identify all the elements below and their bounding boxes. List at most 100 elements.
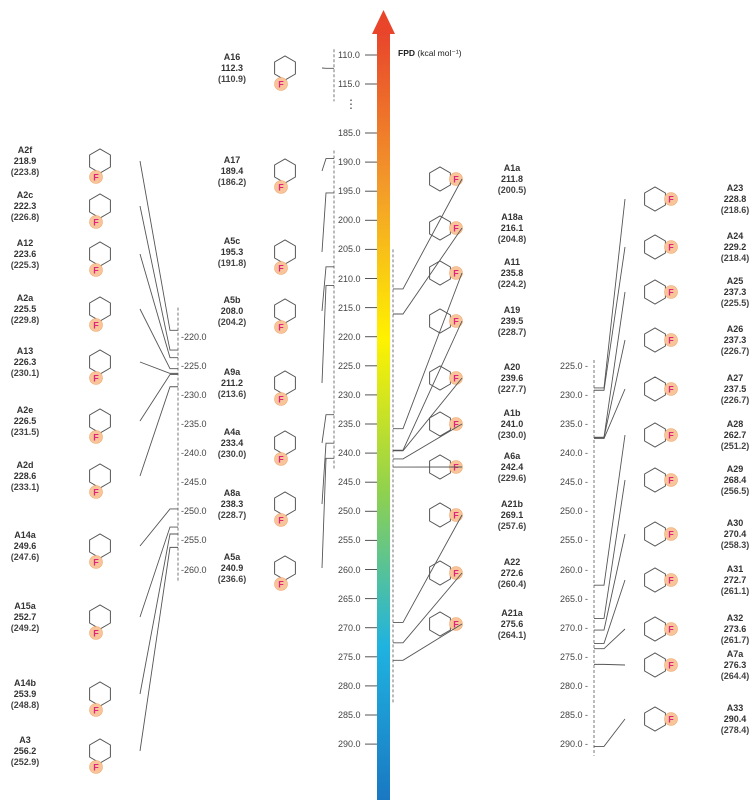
compound-id: A18a [501,212,523,222]
structure-ring [429,166,451,192]
connector-line [321,442,334,505]
main-axis-tick-label: 110.0 [338,50,360,60]
left-axis-tick-label: -255.0 [181,535,207,546]
compound-fpd: 237.5 [723,384,747,394]
compound-id: A4a [223,427,241,437]
connector-line [393,320,463,451]
structure-ring [644,467,666,493]
main-axis-tick-label: 225.0 [338,360,361,371]
compound-fpd-paren: (264.4) [720,671,750,681]
fluorine-badge [664,428,678,442]
compound-label-a8a: A8a 238.3 (228.7) [202,488,262,521]
compound-id: A19 [503,305,521,315]
compound-id: A15a [14,601,36,611]
fluorine-label: F [93,705,99,715]
fluorine-badge [664,658,678,672]
compound-fpd-paren: (252.9) [10,757,40,767]
fluorine-badge [89,555,103,569]
compound-fpd-paren: (204.8) [497,234,527,244]
compound-label-a5b: A5b 208.0 (204.2) [202,295,262,328]
compound-id: A2a [16,293,34,303]
compound-label-a1b: A1b 241.0 (230.0) [482,408,542,441]
compound-fpd: 276.3 [723,660,747,670]
fluorine-badge [89,485,103,499]
fluorine-label: F [668,194,674,204]
fluorine-badge [664,192,678,206]
left-axis-tick-label: -250.0 [181,506,207,517]
connector-line [321,285,334,384]
compound-fpd: 229.2 [723,242,747,252]
main-axis-tick-label: 230.0 [338,389,361,400]
compound-label-a2a: A2a 225.5 (229.8) [0,293,55,326]
fluorine-badge [664,527,678,541]
left-axis-tick-label: -235.0 [181,419,207,429]
fluorine-badge [274,392,288,406]
structure-ring [274,491,296,517]
compound-fpd: 290.4 [723,714,747,724]
connector-line [594,388,626,439]
compound-fpd: 218.9 [13,156,37,166]
compound-label-a14a: A14a 249.6 (247.6) [0,530,55,563]
fluorine-label: F [93,373,99,383]
connector-line [393,272,463,430]
connector-line [139,253,178,359]
compound-id: A5c [223,236,241,246]
compound-label-a31: A31 272.7 (261.1) [705,564,754,597]
compound-fpd-paren: (226.7) [720,395,750,405]
connector-line [594,533,626,631]
fluorine-label: F [453,316,459,326]
compound-label-a2e: A2e 226.5 (231.5) [0,405,55,438]
compound-fpd-paren: (249.2) [10,623,40,633]
compound-fpd: 253.9 [13,689,37,699]
compound-label-a27: A27 237.5 (226.7) [705,373,754,406]
structure-ring [274,55,296,81]
compound-fpd-paren: (226.8) [10,212,40,222]
compound-fpd-paren: (218.6) [720,205,750,215]
compound-id: A31 [726,564,744,574]
structure-ring [429,454,451,480]
connector-line [594,246,626,391]
structure-ring [89,533,111,559]
structure-ring [644,234,666,260]
fluorine-badge [89,170,103,184]
compound-fpd: 223.6 [13,249,37,259]
structure-ring [429,365,451,391]
structure-ring [644,521,666,547]
fluorine-label: F [668,335,674,345]
compound-id: A1b [503,408,521,418]
right-axis-tick-label: 255.0 - [560,535,589,546]
structure-ring [89,349,111,375]
left-axis-tick-label: -225.0 [181,360,207,371]
compound-fpd: 237.3 [723,287,747,297]
compound-label-a26: A26 237.3 (226.7) [705,324,754,357]
fluorine-label: F [278,79,284,89]
compound-fpd: 235.8 [500,268,524,278]
connector-line [594,339,626,438]
fluorine-label: F [278,579,284,589]
connector-line [139,308,178,370]
fluorine-label: F [668,287,674,297]
compound-fpd: 249.6 [13,541,37,551]
compound-label-a19: A19 239.5 (228.7) [482,305,542,338]
compound-label-a11: A11 235.8 (224.2) [482,257,542,290]
fluorine-label: F [668,529,674,539]
compound-fpd-paren: (229.8) [10,315,40,325]
structure-ring [644,567,666,593]
compound-fpd: 112.3 [220,63,244,73]
compound-fpd-paren: (224.2) [497,279,527,289]
fluorine-label: F [668,660,674,670]
structure-ring [429,411,451,437]
structure-ring [644,422,666,448]
compound-fpd-paren: (191.8) [217,258,247,268]
fluorine-label: F [93,487,99,497]
compound-fpd: 269.1 [500,510,524,520]
compound-fpd: 242.4 [500,462,524,472]
compound-fpd: 268.4 [723,475,747,485]
compound-id: A23 [726,183,744,193]
connector-line [139,374,178,422]
fluorine-badge [274,452,288,466]
compound-fpd-paren: (261.7) [720,635,750,645]
compound-fpd-paren: (231.5) [10,427,40,437]
fluorine-label: F [453,268,459,278]
compound-fpd-paren: (226.7) [720,346,750,356]
